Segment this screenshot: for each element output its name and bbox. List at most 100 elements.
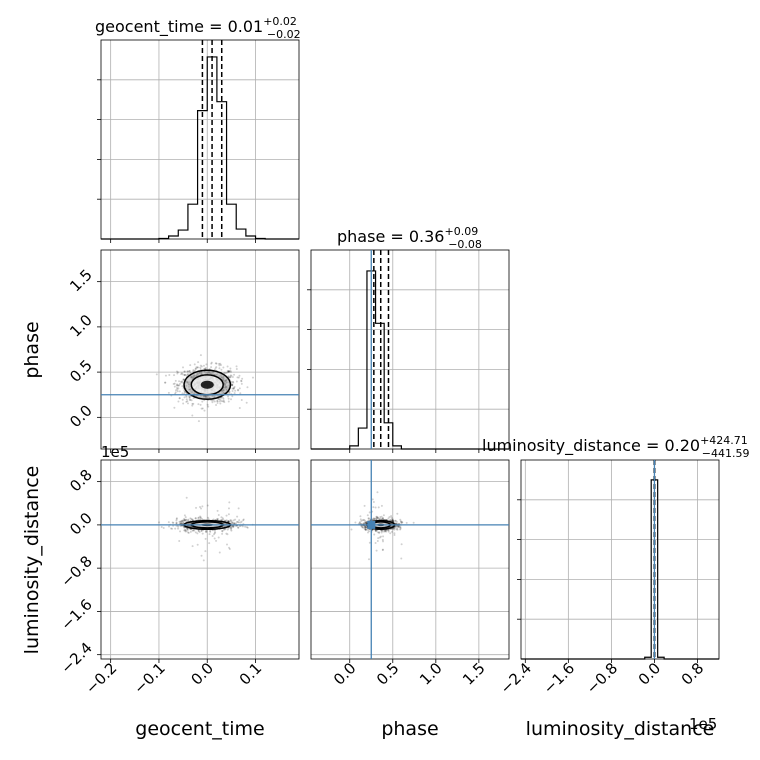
scatter-point <box>191 404 194 407</box>
scatter-point <box>178 384 181 387</box>
scatter-point <box>189 517 192 520</box>
scatter-point <box>187 373 190 376</box>
scatter-point <box>387 529 390 532</box>
scatter-point <box>227 520 230 523</box>
scatter-point <box>223 401 226 404</box>
scatter-point <box>228 370 231 373</box>
scatter-point <box>187 383 190 386</box>
scatter-point <box>173 382 176 385</box>
scatter-point <box>192 529 195 532</box>
scatter-point <box>354 521 357 524</box>
scatter-point <box>209 530 212 533</box>
panel-frame <box>100 39 300 240</box>
scatter-point <box>177 400 180 403</box>
scatter-point <box>208 368 211 371</box>
x-offset-text: 1e5 <box>689 715 717 733</box>
xlabel-luminosity-distance: luminosity_distance <box>526 718 715 740</box>
scatter-point <box>228 390 231 393</box>
scatter-point <box>223 380 226 383</box>
scatter-point <box>204 395 207 398</box>
scatter-point <box>229 526 232 529</box>
scatter-point <box>232 381 235 384</box>
scatter-point <box>180 372 183 375</box>
scatter-point <box>382 514 385 517</box>
scatter-point <box>220 376 223 379</box>
scatter-point <box>182 521 185 524</box>
scatter-point <box>374 517 377 520</box>
scatter-point <box>373 517 376 520</box>
scatter-point <box>205 371 208 374</box>
scatter-point <box>244 525 247 528</box>
scatter-point <box>218 374 221 377</box>
scatter-point <box>177 525 180 528</box>
scatter-point <box>227 507 230 510</box>
scatter-point <box>204 550 207 553</box>
scatter-point <box>224 372 227 375</box>
scatter-point <box>186 527 189 530</box>
scatter-point <box>175 519 178 522</box>
scatter-point <box>183 370 186 373</box>
scatter-point <box>387 517 390 520</box>
scatter-point <box>222 391 225 394</box>
scatter-points <box>311 460 509 659</box>
scatter-point <box>222 399 225 402</box>
scatter-point <box>221 532 224 535</box>
scatter-point <box>174 379 177 382</box>
scatter-point <box>199 364 202 367</box>
scatter-point <box>233 522 236 525</box>
x-tick-label: −0.8 <box>583 659 621 697</box>
scatter-point <box>229 374 232 377</box>
scatter-point <box>175 522 178 525</box>
scatter-point <box>222 388 225 391</box>
scatter-point <box>396 512 399 515</box>
scatter-point <box>205 363 208 366</box>
scatter-point <box>412 521 415 524</box>
scatter-point <box>223 387 226 390</box>
scatter-point <box>183 529 186 532</box>
scatter-point <box>376 516 379 519</box>
scatter-point <box>181 373 184 376</box>
scatter-point <box>382 535 385 538</box>
scatter-point <box>227 376 230 379</box>
scatter-point <box>398 525 401 528</box>
scatter-point <box>378 536 381 539</box>
scatter-point <box>372 517 375 520</box>
scatter-point <box>200 507 203 510</box>
x-tick-label: 1.5 <box>459 659 489 689</box>
scatter-point <box>193 374 196 377</box>
scatter-point <box>236 520 239 523</box>
scatter-point <box>368 511 371 514</box>
scatter-point <box>162 527 165 530</box>
scatter-point <box>365 526 368 529</box>
scatter-point <box>239 521 242 524</box>
scatter-point <box>397 525 400 528</box>
scatter-point <box>235 368 238 371</box>
x-tick-label: 0.0 <box>635 659 665 689</box>
scatter-point <box>385 530 388 533</box>
scatter-point <box>224 381 227 384</box>
scatter-point <box>228 547 231 550</box>
scatter-point <box>189 364 192 367</box>
scatter-point <box>394 519 397 522</box>
scatter-point <box>367 517 370 520</box>
scatter-point <box>186 529 189 532</box>
scatter-point <box>188 396 191 399</box>
scatter-point <box>227 513 230 516</box>
scatter-point <box>226 371 229 374</box>
scatter-point <box>185 374 188 377</box>
scatter-point <box>180 520 183 523</box>
scatter-point <box>231 384 234 387</box>
scatter-point <box>186 527 189 530</box>
scatter-point <box>220 516 223 519</box>
scatter-point <box>405 521 408 524</box>
scatter-point <box>371 529 374 532</box>
scatter-point <box>225 380 228 383</box>
scatter-point <box>178 382 181 385</box>
scatter-point <box>363 504 366 507</box>
scatter-point <box>383 530 386 533</box>
scatter-point <box>191 529 194 532</box>
scatter-point <box>213 532 216 535</box>
scatter-point <box>230 529 233 532</box>
scatter-point <box>201 400 204 403</box>
scatter-point <box>212 399 215 402</box>
